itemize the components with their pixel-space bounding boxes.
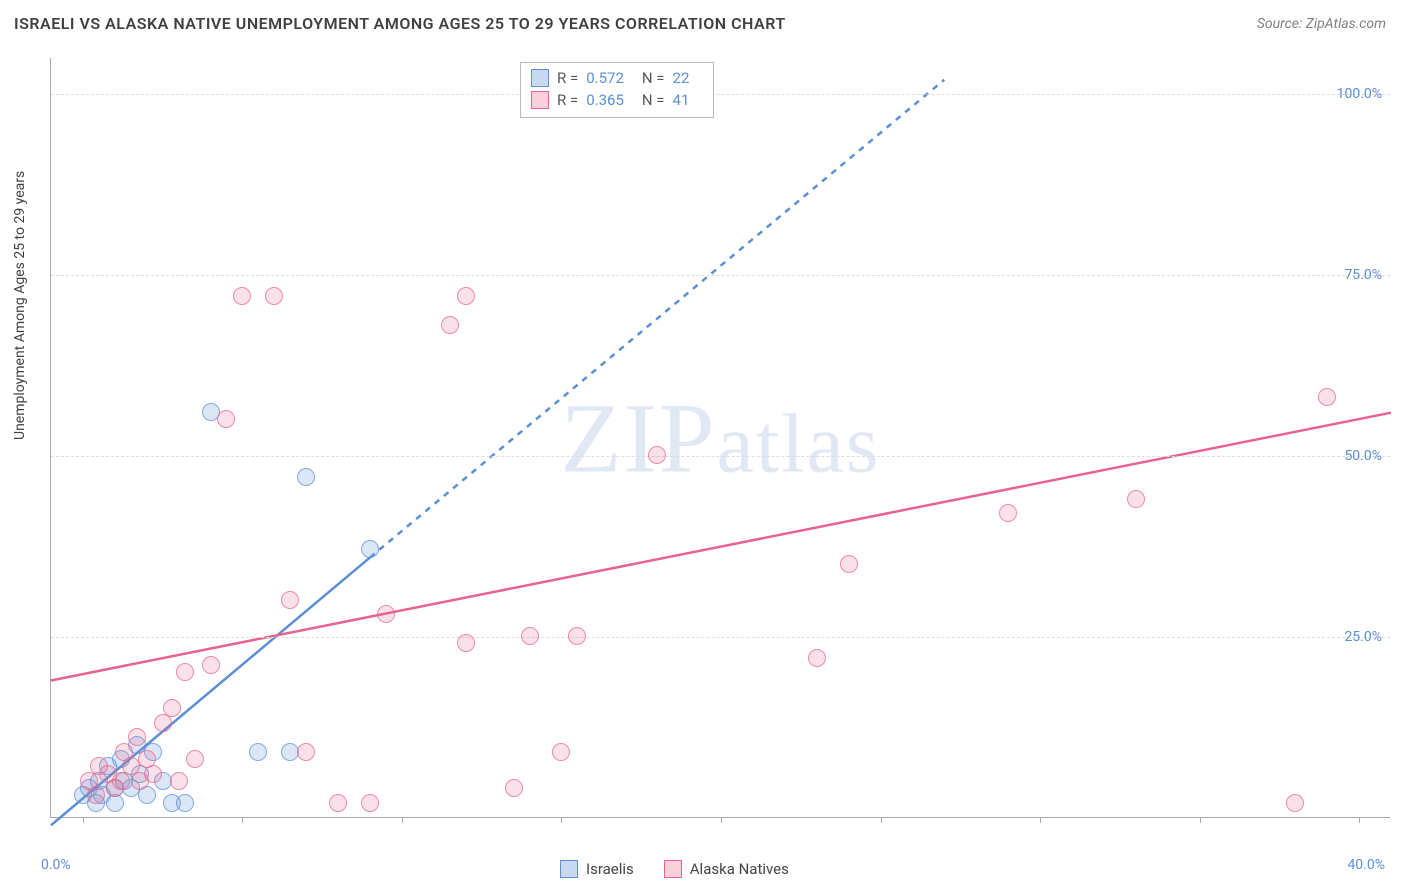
data-point	[808, 649, 826, 667]
stat-n-value: 41	[673, 91, 690, 109]
stat-r-label: R =	[557, 91, 578, 109]
x-tick	[1359, 817, 1360, 823]
data-point	[217, 410, 235, 428]
x-tick	[881, 817, 882, 823]
source-name: ZipAtlas.com	[1306, 16, 1386, 32]
data-point	[176, 794, 194, 812]
data-point	[457, 287, 475, 305]
stats-row: R = 0.365 N = 41	[531, 89, 699, 111]
data-point	[170, 772, 188, 790]
legend-item: Alaska Natives	[664, 860, 789, 878]
data-point	[202, 656, 220, 674]
trend-line	[51, 413, 1391, 681]
x-tick	[1200, 817, 1201, 823]
x-axis-min-label: 0.0%	[41, 857, 71, 873]
y-tick-label: 50.0%	[1344, 448, 1382, 464]
data-point	[329, 794, 347, 812]
data-point	[999, 504, 1017, 522]
chart-title: ISRAELI VS ALASKA NATIVE UNEMPLOYMENT AM…	[14, 14, 786, 33]
data-point	[377, 605, 395, 623]
gridline	[51, 94, 1390, 95]
data-point	[249, 743, 267, 761]
data-point	[297, 743, 315, 761]
stat-n-label: N =	[642, 69, 665, 87]
series-legend: Israelis Alaska Natives	[560, 860, 789, 878]
data-point	[1318, 388, 1336, 406]
legend-swatch	[664, 860, 682, 878]
data-point	[505, 779, 523, 797]
data-point	[552, 743, 570, 761]
data-point	[648, 446, 666, 464]
data-point	[265, 287, 283, 305]
y-axis-title: Unemployment Among Ages 25 to 29 years	[12, 171, 28, 440]
legend-swatch	[531, 91, 549, 109]
data-point	[281, 591, 299, 609]
data-point	[1127, 490, 1145, 508]
source-prefix: Source:	[1257, 16, 1306, 32]
trend-lines-layer	[51, 58, 1390, 817]
data-point	[186, 750, 204, 768]
data-point	[176, 663, 194, 681]
data-point	[361, 540, 379, 558]
data-point	[840, 555, 858, 573]
stat-r-label: R =	[557, 69, 578, 87]
legend-swatch	[531, 69, 549, 87]
x-tick	[242, 817, 243, 823]
data-point	[233, 287, 251, 305]
x-tick	[1040, 817, 1041, 823]
gridline	[51, 275, 1390, 276]
legend-swatch	[560, 860, 578, 878]
x-tick	[402, 817, 403, 823]
stat-r-value: 0.572	[586, 69, 624, 87]
x-axis-max-label: 40.0%	[1347, 857, 1385, 873]
gridline	[51, 456, 1390, 457]
stats-row: R = 0.572 N = 22	[531, 67, 699, 89]
data-point	[521, 627, 539, 645]
data-point	[128, 728, 146, 746]
data-point	[457, 634, 475, 652]
y-tick-label: 75.0%	[1344, 267, 1382, 283]
x-tick	[83, 817, 84, 823]
stat-r-value: 0.365	[586, 91, 624, 109]
data-point	[568, 627, 586, 645]
data-point	[144, 765, 162, 783]
y-tick-label: 25.0%	[1344, 629, 1382, 645]
source-attribution: Source: ZipAtlas.com	[1257, 16, 1386, 32]
data-point	[297, 468, 315, 486]
x-tick	[561, 817, 562, 823]
data-point	[1286, 794, 1304, 812]
data-point	[163, 699, 181, 717]
gridline	[51, 637, 1390, 638]
chart-plot-area: ZIPatlas 0.0% 40.0% 25.0%50.0%75.0%100.0…	[50, 58, 1390, 818]
stat-n-label: N =	[642, 91, 665, 109]
legend-label: Alaska Natives	[690, 860, 789, 878]
y-tick-label: 100.0%	[1337, 86, 1382, 102]
data-point	[87, 786, 105, 804]
data-point	[441, 316, 459, 334]
stat-n-value: 22	[673, 69, 690, 87]
correlation-stats-box: R = 0.572 N = 22 R = 0.365 N = 41	[520, 62, 714, 118]
legend-label: Israelis	[586, 860, 634, 878]
x-tick	[721, 817, 722, 823]
data-point	[361, 794, 379, 812]
legend-item: Israelis	[560, 860, 634, 878]
